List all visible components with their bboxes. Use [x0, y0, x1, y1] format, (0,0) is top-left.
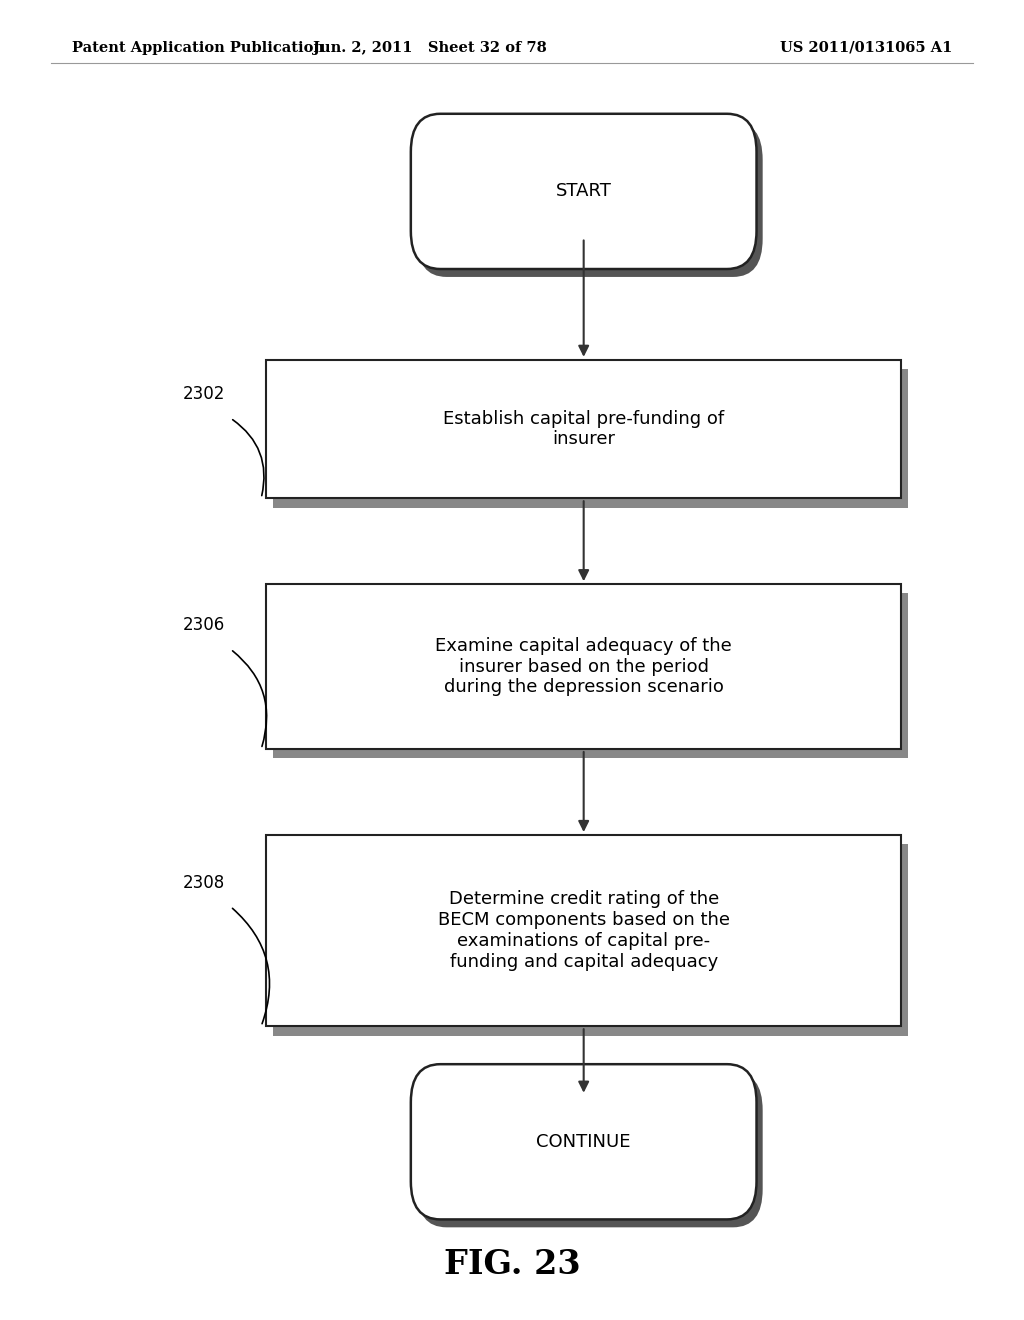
FancyBboxPatch shape: [417, 1072, 763, 1228]
FancyBboxPatch shape: [411, 114, 757, 269]
FancyBboxPatch shape: [273, 368, 908, 507]
FancyBboxPatch shape: [273, 594, 908, 758]
Text: Examine capital adequacy of the
insurer based on the period
during the depressio: Examine capital adequacy of the insurer …: [435, 636, 732, 697]
Text: US 2011/0131065 A1: US 2011/0131065 A1: [780, 41, 952, 54]
Text: Jun. 2, 2011   Sheet 32 of 78: Jun. 2, 2011 Sheet 32 of 78: [313, 41, 547, 54]
Text: 2302: 2302: [183, 385, 225, 404]
Text: FIG. 23: FIG. 23: [443, 1249, 581, 1280]
FancyBboxPatch shape: [417, 121, 763, 277]
Text: Patent Application Publication: Patent Application Publication: [72, 41, 324, 54]
FancyBboxPatch shape: [266, 359, 901, 498]
FancyBboxPatch shape: [273, 845, 908, 1035]
Text: 2308: 2308: [183, 874, 225, 892]
Text: CONTINUE: CONTINUE: [537, 1133, 631, 1151]
FancyBboxPatch shape: [266, 583, 901, 750]
Text: START: START: [556, 182, 611, 201]
Text: 2306: 2306: [183, 616, 225, 635]
Text: Determine credit rating of the
BECM components based on the
examinations of capi: Determine credit rating of the BECM comp…: [437, 891, 730, 970]
FancyBboxPatch shape: [266, 836, 901, 1027]
Text: Establish capital pre-funding of
insurer: Establish capital pre-funding of insurer: [443, 409, 724, 449]
FancyBboxPatch shape: [411, 1064, 757, 1220]
